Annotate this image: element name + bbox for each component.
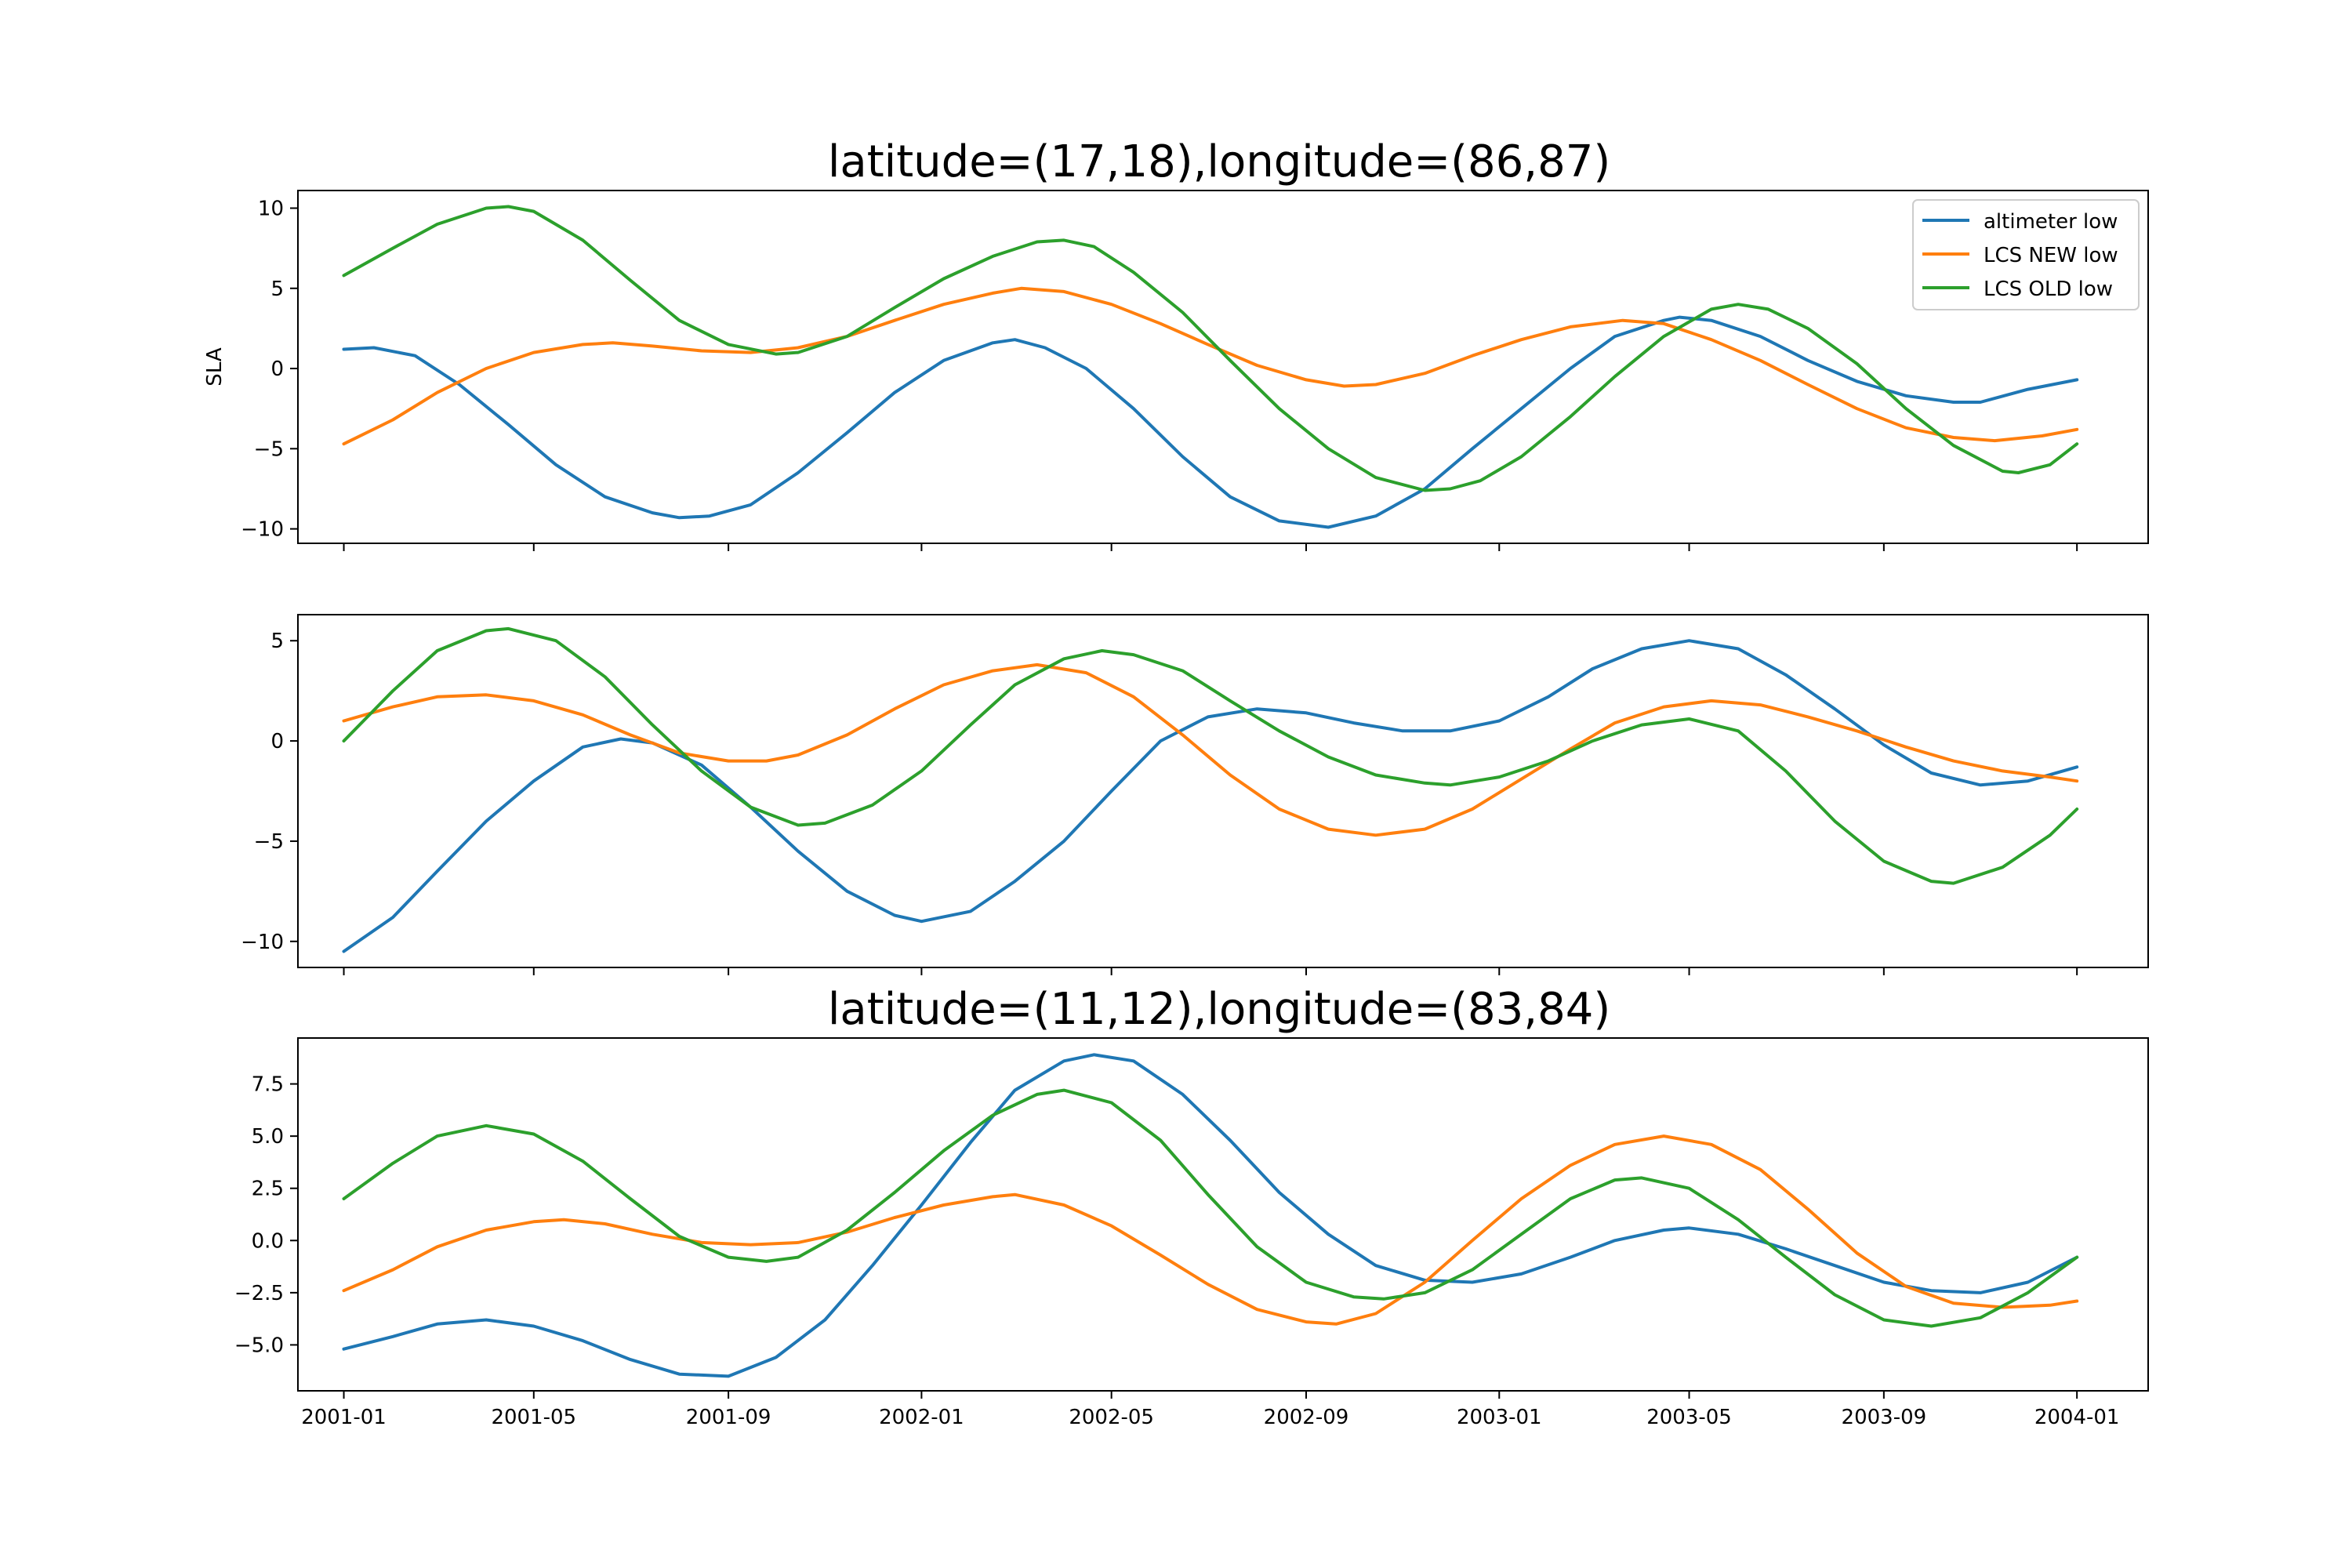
panel-3-y-tick-label: 7.5 [252,1073,284,1097]
panel-2-lines [342,626,2079,953]
panel-3-x-tick-label: 2002-01 [879,1406,964,1429]
panel-3-x-tick-label: 2003-05 [1646,1406,1732,1429]
panel-1-series-lcs-new-low [342,286,2079,446]
panel-2-y-tick-label: 5 [270,630,284,653]
panel-1-y-axis: −10 −5 0 5 10 [241,198,298,542]
legend-label-altimeter-low: altimeter low [1984,210,2118,234]
panel-2-y-tick-label: −5 [254,830,284,854]
panel-1-series-lcs-old-low [342,205,2079,492]
panel-2-y-tick-label: 0 [270,730,284,753]
panel-1-lines [342,205,2079,529]
panel-3-y-tick-label: −2.5 [234,1282,284,1305]
panel-3-frame [297,1037,2149,1392]
panel-3-y-tick-label: 5.0 [252,1125,284,1149]
panel-3-y-axis: −5.0 −2.5 0.0 2.5 5.0 7.5 [234,1073,298,1357]
legend-label-lcs-old-low: LCS OLD low [1984,278,2113,301]
panel-2-series-lcs-old-low [342,626,2079,885]
panel-1-y-tick-label: 0 [270,358,284,381]
panel-1-series-altimeter-low [342,315,2079,529]
panel-3-series-lcs-new-low [342,1134,2079,1326]
panel-1-y-tick-label: −10 [241,518,284,542]
legend-box [1912,199,2140,310]
panel-1-title: latitude=(17,18),longitude=(86,87) [828,136,1610,187]
panel-3-x-tick-label: 2001-09 [686,1406,771,1429]
panel-3-title: latitude=(11,12),longitude=(83,84) [828,984,1610,1035]
panel-1-y-tick-label: 5 [270,278,284,301]
panel-1-frame [297,190,2149,544]
panel-3-y-tick-label: 2.5 [252,1178,284,1201]
panel-3-y-tick-label: 0.0 [252,1229,284,1253]
panel-3-series-altimeter-low [342,1053,2079,1378]
panel-3-x-tick-label: 2003-01 [1457,1406,1542,1429]
panel-1-ylabel: SLA [203,347,227,387]
panel-2-frame [297,614,2149,968]
panel-2-series-lcs-new-low [342,662,2079,837]
panel-1-x-axis [343,543,2078,551]
panel-3-series-lcs-old-low [342,1088,2079,1328]
panel-3-lines [342,1053,2079,1378]
panel-3-x-tick-label: 2002-05 [1069,1406,1154,1429]
panel-3-x-axis: 2001-01 2001-05 2001-09 2002-01 2002-05 2002-… [301,1391,2119,1429]
legend-label-lcs-new-low: LCS NEW low [1984,244,2118,267]
panel-2-series-altimeter-low [342,639,2079,953]
panel-3-y-tick-label: −5.0 [234,1334,284,1357]
panel-1-y-tick-label: 10 [258,198,284,221]
panel-3: latitude=(11,12),longitude=(83,84) −5.0−… [234,984,2149,1429]
panel-2: −10 −5 0 5 [241,614,2149,975]
panel-3-x-tick-label: 2003-09 [1842,1406,1927,1429]
panel-2-y-tick-label: −10 [241,931,284,954]
panel-2-y-axis: −10 −5 0 5 [241,630,298,954]
panel-3-x-tick-label: 2001-01 [301,1406,387,1429]
panel-2-x-axis [343,967,2078,975]
panel-1-y-tick-label: −5 [254,437,284,461]
legend: altimeter low LCS NEW low LCS OLD low [1912,199,2140,310]
panel-3-x-tick-label: 2002-09 [1264,1406,1349,1429]
panel-3-x-tick-label: 2001-05 [491,1406,576,1429]
panel-1: latitude=(17,18),longitude=(86,87) SLA −… [203,136,2149,551]
panel-3-x-tick-label: 2004-01 [2034,1406,2120,1429]
